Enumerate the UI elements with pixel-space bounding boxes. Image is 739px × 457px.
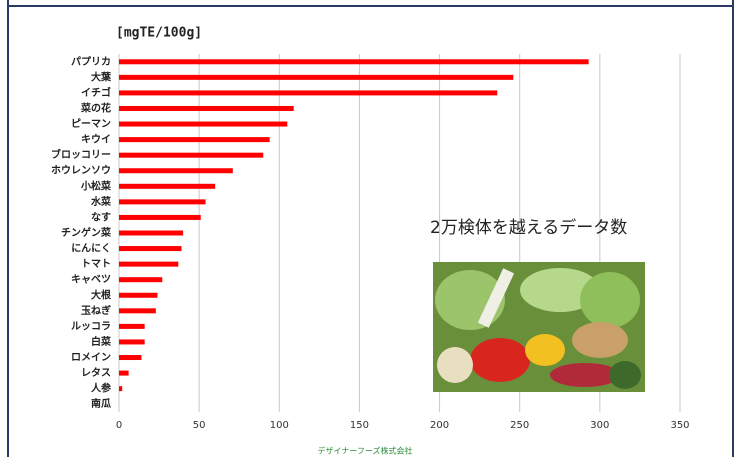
y-tick-label: 玉ねぎ	[81, 304, 111, 317]
bar	[119, 386, 122, 391]
bar	[119, 215, 201, 220]
unit-label: [mgTE/100g]	[116, 26, 202, 41]
bar	[119, 293, 157, 298]
footer: デザイナーフーズ株式会社	[318, 446, 413, 456]
bar	[119, 355, 141, 360]
y-tick-label: ピーマン	[71, 118, 111, 130]
bar	[119, 184, 215, 189]
y-tick-label: 菜の花	[80, 101, 111, 114]
x-tick-label: 50	[193, 420, 206, 431]
y-tick-label: ロメイン	[71, 352, 111, 364]
photo	[433, 262, 645, 392]
y-tick-label: ルッコラ	[71, 320, 111, 332]
x-tick-label: 350	[670, 420, 689, 431]
y-tick-label: 南瓜	[91, 397, 111, 410]
annotation: 2万検体を越えるデータ数	[430, 217, 627, 238]
bar	[119, 277, 162, 282]
y-tick-label: トマト	[81, 258, 111, 270]
bar	[119, 106, 294, 111]
y-tick-label: ブロッコリー	[51, 148, 111, 161]
y-tick-label: 人参	[91, 382, 111, 395]
y-tick-label: ホウレンソウ	[51, 165, 111, 177]
bar	[119, 59, 589, 64]
bar	[119, 339, 145, 344]
bar	[119, 199, 206, 204]
y-tick-label: にんにく	[71, 243, 111, 255]
x-tick-label: 150	[350, 420, 369, 431]
y-tick-label: 水菜	[90, 195, 112, 208]
y-tick-label: キウイ	[81, 134, 111, 146]
x-tick-label: 250	[510, 420, 529, 431]
y-tick-label: 大葉	[91, 70, 112, 83]
bar	[119, 371, 129, 376]
bar	[119, 168, 233, 173]
y-tick-label: チンゲン菜	[61, 226, 112, 239]
y-tick-label: 白菜	[91, 335, 112, 348]
bar	[119, 308, 156, 313]
y-tick-label: 大根	[91, 288, 111, 301]
y-tick-label: レタス	[81, 367, 111, 379]
y-tick-label: キャベツ	[71, 274, 111, 286]
bar	[119, 246, 182, 251]
bar	[119, 137, 270, 142]
bar	[119, 231, 183, 236]
x-tick-label: 200	[430, 420, 449, 431]
bar	[119, 324, 145, 329]
y-tick-label: イチゴ	[81, 86, 111, 99]
bar	[119, 75, 513, 80]
bar	[119, 90, 497, 95]
y-tick-label: 小松菜	[80, 179, 112, 192]
x-tick-label: 0	[116, 420, 122, 431]
x-tick-label: 300	[590, 420, 609, 431]
chart: [mgTE/100g] 0 50 100 150 200 250 300 350 パプリカ大葉イ…	[0, 0, 739, 457]
y-tick-label: パプリカ	[71, 55, 111, 68]
bar	[119, 153, 263, 158]
y-tick-label: なす	[91, 211, 111, 223]
bar	[119, 262, 178, 267]
bar	[119, 122, 287, 127]
x-tick-label: 100	[270, 420, 289, 431]
